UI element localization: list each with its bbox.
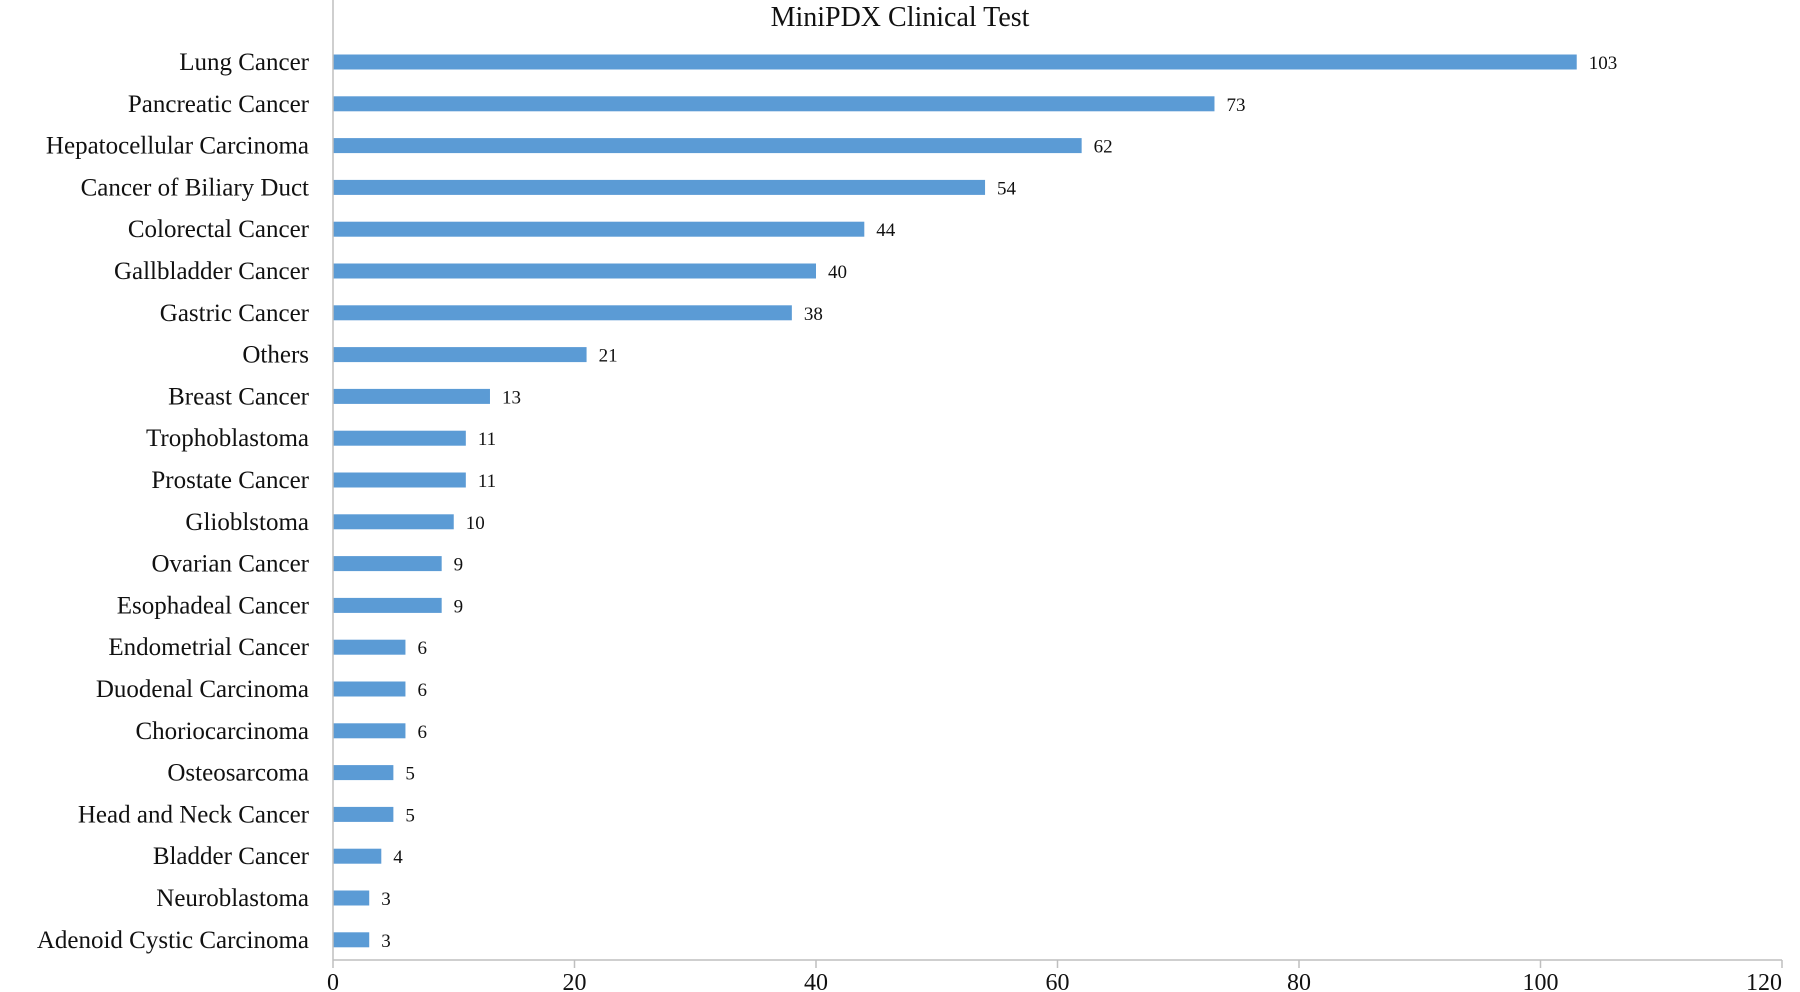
bar [333, 556, 442, 572]
value-label: 103 [1589, 53, 1618, 74]
bars-layer [333, 54, 1577, 948]
x-axis-ticks: 0 20 40 60 80 100 120 [327, 960, 1783, 992]
value-label: 11 [478, 471, 496, 492]
bar [333, 681, 406, 697]
value-label: 44 [876, 220, 896, 241]
category-label: Osteosarcoma [167, 760, 309, 787]
value-label: 54 [997, 178, 1017, 199]
bar [333, 263, 816, 279]
value-label: 13 [502, 387, 521, 408]
value-label: 21 [599, 346, 618, 367]
value-label: 3 [381, 889, 391, 910]
bar [333, 848, 382, 864]
category-label: Breast Cancer [168, 383, 310, 410]
bar [333, 472, 466, 488]
category-label: Colorectal Cancer [128, 216, 310, 243]
category-label: Neuroblastoma [156, 885, 309, 912]
bar [333, 932, 370, 948]
category-label: Trophoblastoma [146, 425, 309, 452]
value-label: 3 [381, 931, 391, 952]
x-tick-label: 120 [1746, 970, 1782, 992]
category-label: Pancreatic Cancer [128, 91, 310, 118]
value-label: 38 [804, 304, 823, 325]
bar [333, 179, 986, 195]
x-tick-label: 100 [1523, 970, 1559, 992]
bar [333, 890, 370, 906]
value-label: 11 [478, 429, 496, 450]
value-label: 73 [1226, 95, 1245, 116]
category-label: Duodenal Carcinoma [96, 676, 309, 703]
value-label: 10 [466, 513, 485, 534]
bar [333, 597, 442, 613]
bar [333, 430, 466, 446]
value-label: 5 [405, 805, 415, 826]
bar [333, 138, 1082, 154]
bar [333, 639, 406, 655]
category-label: Lung Cancer [179, 49, 309, 76]
bar [333, 96, 1215, 112]
category-label: Hepatocellular Carcinoma [46, 133, 309, 160]
bar [333, 514, 454, 530]
category-labels: Lung Cancer Pancreatic Cancer Hepatocellul… [37, 49, 310, 954]
bar [333, 388, 490, 404]
chart-title: MiniPDX Clinical Test [771, 2, 1030, 33]
value-label: 40 [828, 262, 847, 283]
category-label: Ovarian Cancer [151, 551, 309, 578]
value-label: 6 [417, 680, 427, 701]
category-label: Endometrial Cancer [108, 634, 309, 661]
bar [333, 54, 1577, 70]
value-label: 6 [417, 638, 427, 659]
bar [333, 305, 792, 321]
x-tick-label: 40 [804, 970, 828, 992]
x-tick-label: 80 [1287, 970, 1311, 992]
category-label: Esophadeal Cancer [117, 592, 310, 619]
value-label: 6 [417, 722, 427, 743]
x-tick-label: 60 [1046, 970, 1070, 992]
x-tick-label: 0 [327, 970, 339, 992]
value-label: 9 [454, 555, 464, 576]
x-tick-label: 20 [563, 970, 587, 992]
bar [333, 765, 394, 781]
value-label: 9 [454, 596, 464, 617]
category-label: Bladder Cancer [153, 843, 310, 870]
bar [333, 806, 394, 822]
category-label: Prostate Cancer [151, 467, 309, 494]
category-label: Gallbladder Cancer [114, 258, 310, 285]
bar [333, 347, 587, 363]
value-label: 4 [393, 847, 403, 868]
category-label: Cancer of Biliary Duct [81, 174, 309, 201]
value-label: 62 [1094, 137, 1113, 158]
category-label: Gastric Cancer [160, 300, 310, 327]
bar [333, 221, 865, 237]
bar [333, 723, 406, 739]
category-label: Choriocarcinoma [135, 718, 309, 745]
category-label: Adenoid Cystic Carcinoma [37, 927, 309, 954]
category-label: Head and Neck Cancer [78, 801, 310, 828]
category-label: Glioblstoma [185, 509, 309, 536]
value-label: 5 [405, 764, 415, 785]
category-label: Others [242, 342, 309, 369]
